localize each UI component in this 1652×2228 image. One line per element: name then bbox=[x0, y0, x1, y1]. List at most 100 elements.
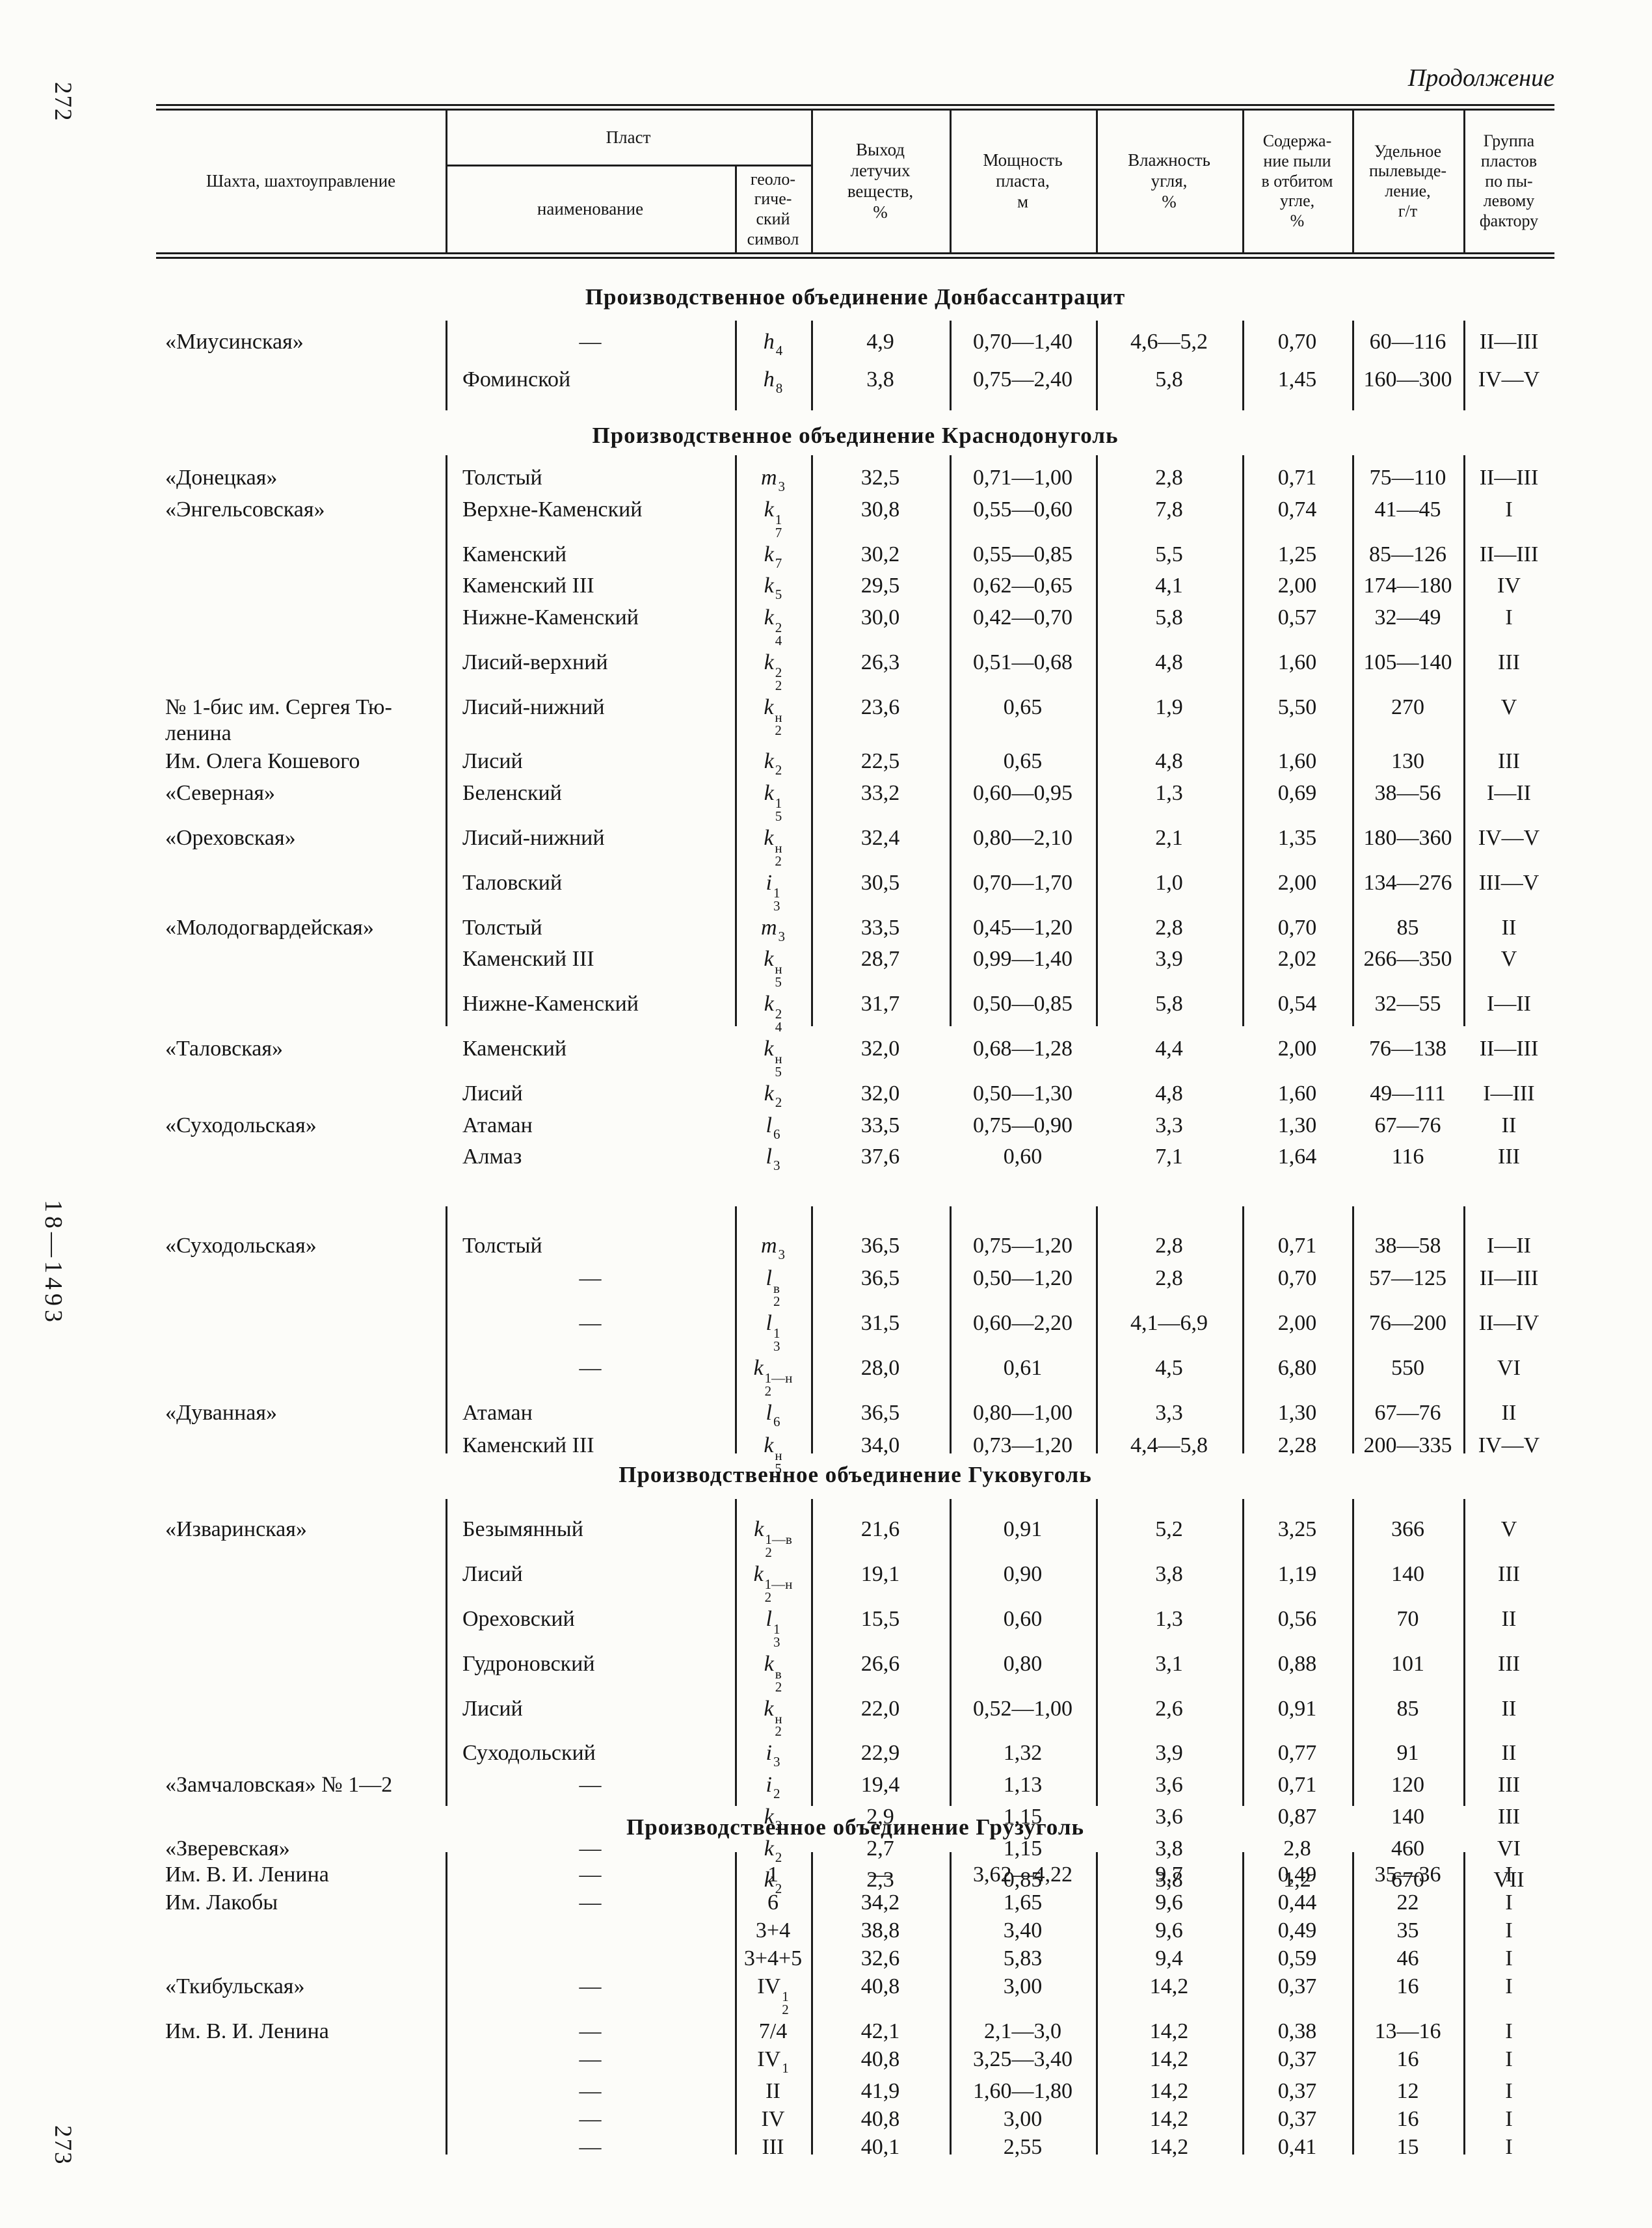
group-cell: III bbox=[1498, 1651, 1520, 1676]
emission-cell: 270 bbox=[1391, 695, 1424, 719]
volatile-cell: 40,1 bbox=[860, 2135, 900, 2160]
emission-cell: 41—45 bbox=[1374, 497, 1441, 522]
geological-symbol: 6 bbox=[767, 1890, 779, 1915]
volatile-cell: 28,7 bbox=[860, 947, 900, 972]
table-row: — IV1 40,8 3,25—3,40 14,2 0,37 16 I bbox=[156, 2045, 1554, 2076]
dust-cell: 0,69 bbox=[1277, 780, 1317, 805]
thickness-cell: 0,80—2,10 bbox=[973, 825, 1072, 850]
moisture-cell: 9,7 bbox=[1155, 1863, 1183, 1887]
dust-cell: 2,00 bbox=[1277, 574, 1317, 598]
dust-cell: 0,37 bbox=[1277, 2047, 1317, 2072]
mine-cell bbox=[156, 603, 446, 605]
group-cell: II—III bbox=[1479, 1037, 1539, 1061]
emission-cell: 134—276 bbox=[1363, 870, 1452, 895]
thickness-cell: 1,13 bbox=[1003, 1773, 1043, 1797]
section-title: Производственное объединение Гуковуголь bbox=[619, 1462, 1092, 1487]
mine-cell: Им. Лакобы bbox=[165, 1890, 278, 1915]
table-row: Им. Лакобы — 6 34,2 1,65 9,6 0,44 22 I bbox=[156, 1888, 1554, 1916]
dust-cell: 1,2 bbox=[1283, 1868, 1311, 1892]
emission-cell: 460 bbox=[1391, 1836, 1424, 1861]
thickness-cell: 1,32 bbox=[1003, 1741, 1043, 1766]
volatile-cell: 2,7 bbox=[866, 1836, 894, 1861]
seam-cell: Каменский bbox=[462, 542, 567, 566]
emission-cell: 91 bbox=[1396, 1741, 1419, 1766]
thickness-cell: 0,55—0,60 bbox=[973, 497, 1072, 522]
volatile-cell: 26,3 bbox=[860, 650, 900, 675]
symbol-cell: 7/4 bbox=[735, 2017, 811, 2045]
moisture-cell: 3,9 bbox=[1155, 947, 1183, 972]
group-cell: I bbox=[1505, 2019, 1513, 2044]
column-rule bbox=[950, 1499, 952, 1806]
symbol-cell: l6 bbox=[735, 1398, 811, 1430]
emission-cell: 174—180 bbox=[1363, 574, 1452, 598]
table-block: «Миусинская» — h4 4,9 0,70—1,40 4,6—5,2 0,70 60… bbox=[156, 321, 1554, 410]
column-rule bbox=[1463, 1206, 1465, 1453]
emission-cell: 180—360 bbox=[1363, 825, 1452, 850]
group-cell: I bbox=[1505, 2079, 1513, 2104]
column-rule bbox=[950, 455, 952, 1026]
table-row: — l в 2 36,5 0,50—1,20 2,8 0,70 57—125 II—III bbox=[156, 1264, 1554, 1308]
header-divider bbox=[735, 166, 737, 252]
emission-cell: 116 bbox=[1391, 1145, 1424, 1169]
geological-symbol: m3 bbox=[760, 466, 786, 494]
emission-cell: 160—300 bbox=[1363, 367, 1452, 391]
thickness-cell: 3,62—4,22 bbox=[973, 1863, 1072, 1887]
col-head-moisture: Влажность угля, % bbox=[1128, 150, 1210, 211]
volatile-cell: 33,5 bbox=[860, 1113, 900, 1137]
seam-cell: Каменский III bbox=[462, 574, 594, 598]
dust-cell: 1,30 bbox=[1277, 1113, 1317, 1137]
mine-cell bbox=[156, 1079, 446, 1081]
mine-cell bbox=[156, 2104, 446, 2106]
seam-cell: Лисий-нижний bbox=[462, 825, 605, 850]
moisture-cell: 3,3 bbox=[1155, 1113, 1183, 1137]
emission-cell: 76—200 bbox=[1369, 1310, 1446, 1335]
seam-cell: Беленский bbox=[462, 780, 562, 805]
header-top-rule bbox=[156, 104, 1554, 106]
dust-cell: 5,50 bbox=[1277, 695, 1317, 719]
group-cell: I—II bbox=[1487, 992, 1531, 1016]
emission-cell: 35 bbox=[1396, 1918, 1419, 1943]
seam-cell: Каменский bbox=[462, 1037, 567, 1061]
volatile-cell: 32,6 bbox=[860, 1946, 900, 1971]
dust-cell: 2,8 bbox=[1283, 1836, 1311, 1861]
table-row: Им. В. И. Ленина — 1 — 3,62—4,22 9,7 0,49 35—36… bbox=[156, 1860, 1554, 1888]
column-rule bbox=[1242, 1852, 1244, 2155]
dust-cell: 0,77 bbox=[1277, 1741, 1317, 1766]
group-cell: II bbox=[1501, 915, 1517, 940]
moisture-cell: 1,0 bbox=[1155, 870, 1183, 895]
mine-cell bbox=[156, 1604, 446, 1606]
table-row: «Ореховская» Лисий-нижний k н 2 32,4 0,80—2,10… bbox=[156, 823, 1554, 868]
thickness-cell: 0,99—1,40 bbox=[973, 947, 1072, 972]
moisture-cell: 14,2 bbox=[1149, 2079, 1189, 2104]
thickness-cell: 1,60—1,80 bbox=[973, 2079, 1072, 2104]
mine-cell: «Ореховская» bbox=[165, 825, 296, 850]
group-cell: VII bbox=[1493, 1868, 1525, 1892]
emission-cell: 140 bbox=[1391, 1804, 1424, 1829]
moisture-cell: 5,5 bbox=[1155, 542, 1183, 566]
emission-cell: 16 bbox=[1396, 2107, 1419, 2132]
seam-cell: — bbox=[579, 330, 602, 354]
group-cell: II bbox=[1501, 1741, 1517, 1766]
table-row: «Замчаловская» № 1—2 — i2 19,4 1,13 3,6 0,71 12… bbox=[156, 1770, 1554, 1802]
column-rule bbox=[1242, 1206, 1244, 1453]
emission-cell: 130 bbox=[1391, 749, 1424, 774]
volatile-cell: 19,4 bbox=[860, 1773, 900, 1797]
moisture-cell: 4,1 bbox=[1155, 574, 1183, 598]
symbol-cell: m3 bbox=[735, 463, 811, 495]
dust-cell: 2,00 bbox=[1277, 870, 1317, 895]
thickness-cell: 0,75—1,20 bbox=[973, 1234, 1072, 1258]
geological-symbol: h8 bbox=[763, 367, 783, 396]
dust-cell: 2,02 bbox=[1277, 947, 1317, 972]
column-rule bbox=[811, 455, 813, 1026]
column-rule bbox=[950, 1206, 952, 1453]
moisture-cell: 2,8 bbox=[1155, 1266, 1183, 1290]
geological-symbol: l3 bbox=[766, 1145, 780, 1174]
dust-cell: 0,71 bbox=[1277, 466, 1317, 490]
geological-symbol: i3 bbox=[766, 1741, 780, 1770]
emission-cell: 75—110 bbox=[1369, 466, 1446, 490]
col-head-thickness: Мощность пласта, м bbox=[983, 150, 1063, 211]
